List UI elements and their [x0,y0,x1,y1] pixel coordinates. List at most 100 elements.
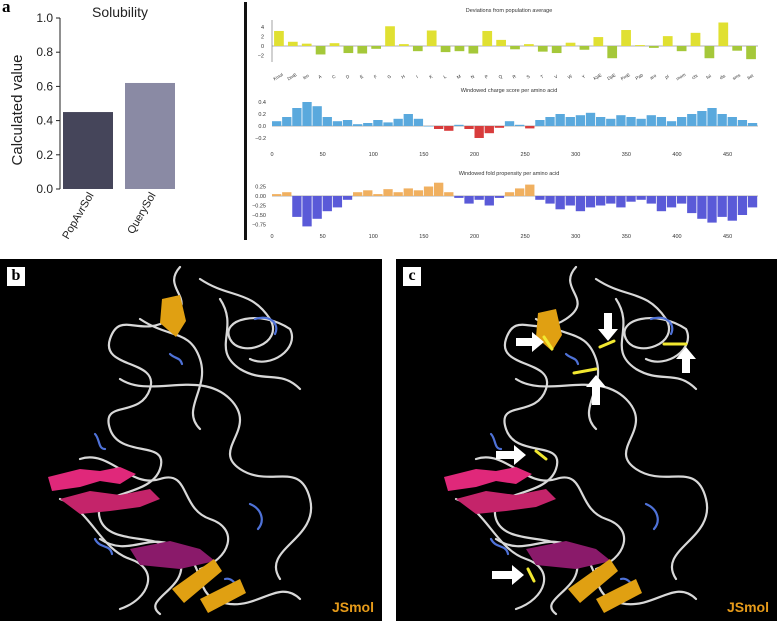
charge-x-tick-label: 450 [723,152,732,158]
fold-bar [272,194,282,196]
deviation-bar [648,46,659,48]
deviations-x-tick-label: sms [732,72,742,81]
fold-x-tick-label: 350 [622,234,631,240]
fold-bar [666,196,677,208]
deviation-bar [357,46,368,54]
deviations-x-tick-label: DmE [286,72,297,81]
fold-bar [342,196,353,200]
charge-bar [444,126,454,131]
charge-bar [606,118,616,126]
fold-bar [585,196,596,208]
deviation-bar [537,46,548,52]
charge-x-tick-label: 0 [270,152,273,158]
charge-bar [697,111,707,126]
charge-bar [535,120,545,126]
charge-bar [666,121,677,126]
fold-bar [363,190,373,196]
deviation-bar [440,46,451,53]
fold-bar [474,196,484,200]
fold-bar [656,196,667,212]
panel-divider [244,2,247,240]
charge-y-tick-label: −0.2 [255,136,266,142]
deviations-x-tick-label: Kmol [272,72,283,81]
charge-bar [423,126,434,127]
charge-y-tick-label: 0.4 [258,100,266,106]
fold-bar [707,196,717,223]
fold-bar [302,196,312,227]
fold-bar [332,196,343,208]
beta-sheets [160,295,246,613]
beta-sheets [536,309,642,613]
fold-bar [565,196,575,206]
deviation-bar [468,46,479,54]
charge-bar [464,126,474,129]
deviation-bar [746,46,756,60]
arrow-up-icon [586,375,606,405]
fold-bar [677,196,687,204]
fold-x-tick-label: 450 [723,234,732,240]
deviations-x-tick-label: P [484,74,489,80]
charge-bar [373,120,383,126]
charge-bar [687,114,697,126]
deviations-x-tick-label: K [428,74,433,80]
deviations-x-tick-label: T [540,74,545,80]
deviations-x-tick-label: Y [581,74,586,80]
fold-bar [616,196,626,208]
deviation-bar [732,46,743,51]
charge-bars [272,102,758,138]
fold-bar [373,194,383,196]
deviations-x-tick-label: Pab [635,72,645,81]
fold-bar [312,196,322,219]
fold-bar [545,196,555,204]
charge-bar [332,121,343,126]
deviation-bar [385,26,395,46]
fold-y-tick-label: −0.50 [252,213,266,219]
solubility-bar [125,82,175,189]
fold-x-tick-label: 400 [672,234,681,240]
helix-purple [130,541,215,569]
charge-bar [403,114,413,126]
charge-bar [565,117,575,126]
charge-bar [353,124,363,126]
charge-bar [393,118,403,126]
charge-bar [272,121,282,126]
charge-bar [312,106,322,126]
jsmol-watermark-b: JSmol [331,599,374,615]
fold-bar [717,196,727,217]
charge-x-tick-label: 100 [369,152,378,158]
fold-x-tick-label: 100 [369,234,378,240]
charge-x-tick-label: 300 [571,152,580,158]
deviations-x-tick-label: N [470,74,475,80]
solubility-x-tick-label: QuerySol [125,191,158,237]
charge-bar [585,112,596,126]
fold-x-tick-label: 250 [521,234,530,240]
deviations-x-tick-label: W [567,73,574,80]
deviations-axes: 4 2 0 −2 [258,20,758,62]
deviations-title: Deviations from population average [466,8,553,14]
fold-x-tick-label: 0 [270,234,273,240]
charge-bar [525,126,535,129]
deviation-bar [371,46,382,49]
charge-bar [747,123,758,126]
charge-x-tick-label: 350 [622,152,631,158]
fold-x-tick-label: 300 [571,234,580,240]
solubility-ylabel: Calculated value [9,55,26,166]
charge-bar [646,115,656,126]
charge-bar [282,117,292,126]
panel-c-label: c [402,266,422,287]
charge-x-tick-label: 50 [320,152,326,158]
charge-x-tick-label: 150 [419,152,428,158]
charge-bar [515,124,525,126]
deviations-x-tick-label: bet [746,73,755,81]
fold-bar [464,196,474,204]
solubility-y-tick-label: 0.0 [36,182,53,196]
solubility-title: Solubility [92,4,148,20]
deviation-bar [621,30,631,46]
charge-bar [504,121,515,126]
fold-bar [434,182,444,196]
deviations-y-tick-label: 0 [261,44,264,50]
fold-x-tick-label: 50 [320,234,326,240]
solubility-bars [63,82,175,189]
charge-axes: 0.4 0.2 0.0 −0.2 0 50 100 150 200 250 300 350 400 450 [255,100,758,158]
fold-bar [606,196,616,204]
